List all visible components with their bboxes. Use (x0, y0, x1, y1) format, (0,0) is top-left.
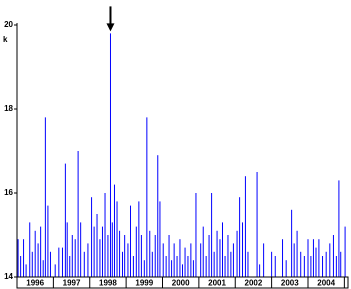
arrow-head (106, 23, 115, 32)
x-tick-label: 1996 (26, 279, 44, 288)
x-tick-label: 1998 (99, 279, 117, 288)
x-tick-label: 2001 (208, 279, 226, 288)
y-axis-label: k (3, 35, 8, 44)
y-tick-label: 18 (4, 104, 13, 113)
y-tick-label: 14 (4, 272, 13, 281)
y-tick-label: 16 (4, 188, 13, 197)
x-tick-label: 1999 (135, 279, 153, 288)
y-tick-label: 20 (4, 20, 13, 29)
x-tick-label: 2002 (245, 279, 263, 288)
x-tick-label: 2004 (317, 279, 335, 288)
x-tick-label: 2003 (281, 279, 299, 288)
x-tick-label: 2000 (172, 279, 190, 288)
x-tick-label: 1997 (63, 279, 81, 288)
